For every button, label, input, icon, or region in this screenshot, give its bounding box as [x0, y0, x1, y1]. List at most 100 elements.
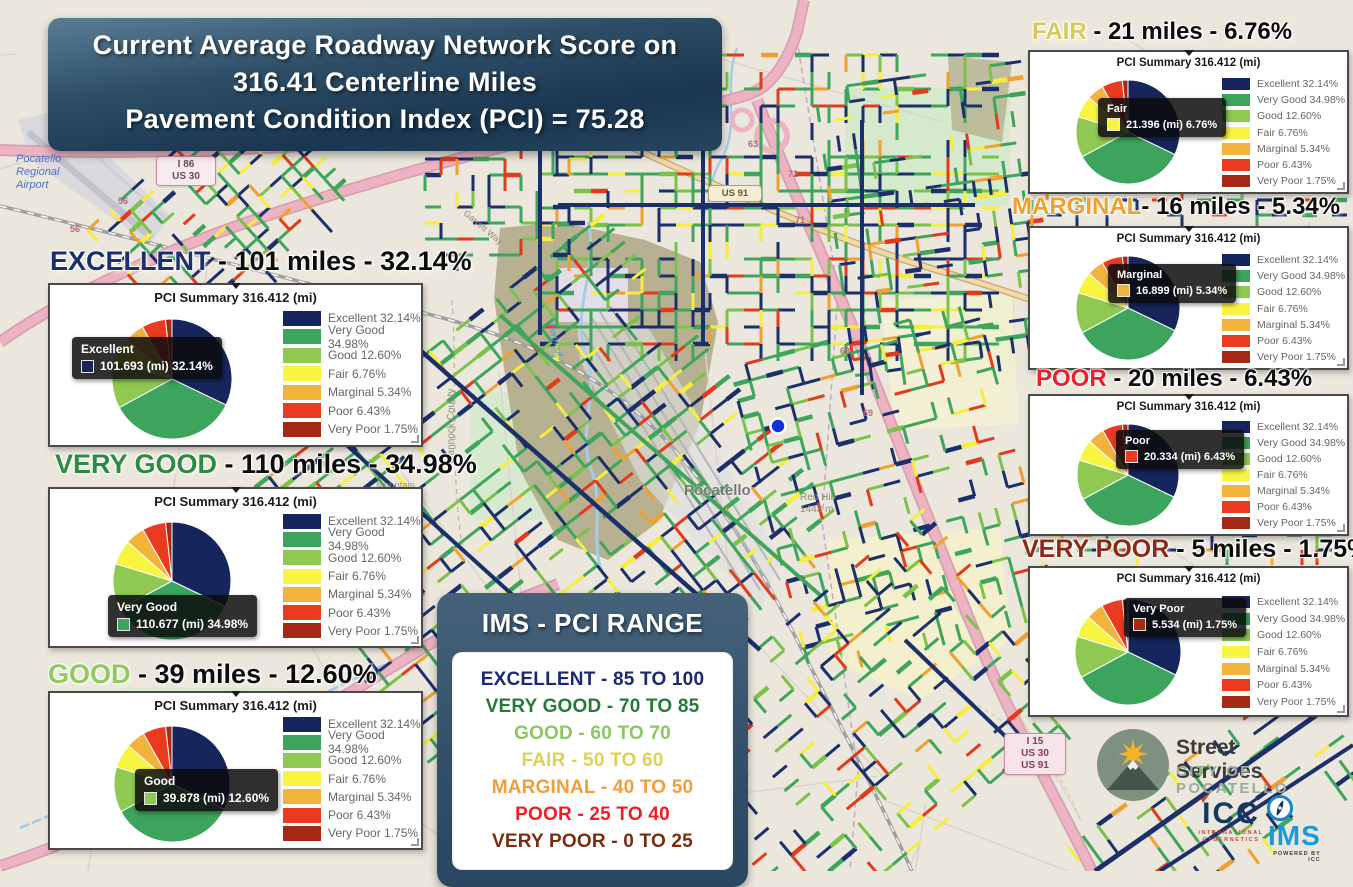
popup-caret-icon [230, 487, 241, 493]
legend-item: Fair 6.76% [1222, 301, 1345, 317]
legend-item: Fair 6.76% [1222, 644, 1345, 661]
legend-item: Good 12.60% [283, 751, 421, 769]
popup-caret-icon [1183, 50, 1194, 56]
pie-legend: Excellent 32.14% Very Good 34.98% Good 12.… [1222, 419, 1345, 531]
legend-item: Poor 6.43% [283, 806, 421, 824]
route-shield-us91: US 91 [708, 185, 762, 203]
poor-header-stats: - 20 miles - 6.43% [1106, 365, 1313, 392]
resize-handle-icon[interactable] [1337, 358, 1345, 366]
fair-tooltip: Fair 21.396 (mi) 6.76% [1098, 98, 1227, 137]
legend-swatch [1222, 662, 1250, 675]
legend-swatch [283, 623, 321, 639]
brand-city: CITY OF POCATELLO [1176, 763, 1289, 797]
legend-label: Marginal 5.34% [1257, 142, 1330, 155]
legend-label: Marginal 5.34% [1257, 318, 1330, 331]
legend-item: Marginal 5.34% [283, 383, 421, 402]
location-marker [769, 417, 787, 435]
legend-label: Marginal 5.34% [1257, 662, 1330, 675]
exit-number: 63 [748, 139, 759, 149]
very-poor-header: VERY POOR - 5 miles - 1.75% [1022, 535, 1353, 564]
legend-label: Good 12.60% [1257, 110, 1322, 123]
legend-item: Very Poor 1.75% [283, 622, 421, 640]
resize-handle-icon[interactable] [411, 435, 419, 443]
legend-label: Excellent 32.14% [1257, 78, 1339, 91]
legend-item: Very Poor 1.75% [283, 420, 421, 439]
legend-label: Good 12.60% [1257, 453, 1322, 465]
legend-label: Good 12.60% [1257, 629, 1322, 642]
legend-item: Fair 6.76% [1222, 125, 1345, 141]
ims-subline: POWERED BY ICC [1273, 851, 1321, 863]
legend-item: Poor 6.43% [1222, 677, 1345, 694]
legend-swatch [283, 807, 321, 823]
tooltip-swatch [1117, 284, 1130, 297]
compass-icon [1267, 795, 1293, 821]
legend-label: Marginal 5.34% [328, 789, 412, 804]
legend-label: Excellent 32.14% [1257, 421, 1339, 433]
resize-handle-icon[interactable] [411, 838, 419, 846]
popup-caret-icon [1183, 394, 1194, 400]
legend-label: Poor 6.43% [328, 403, 391, 418]
legend-item: Excellent 32.14% [283, 309, 421, 328]
legend-label: Very Poor 1.75% [328, 422, 419, 437]
brand-name: Street Services [1176, 736, 1263, 783]
legend-swatch [1222, 485, 1250, 497]
legend-label: Very Good 34.98% [1257, 612, 1346, 625]
pie-card-title: PCI Summary 316.412 (mi) [1116, 57, 1261, 69]
exit-number: 72 [788, 169, 799, 179]
legend-swatch [1222, 335, 1250, 348]
pie-legend: Excellent 32.14% Very Good 34.98% Good 12.… [1222, 252, 1345, 365]
pie-legend: Excellent 32.14% Very Good 34.98% Good 12.… [283, 309, 421, 439]
legend-swatch [283, 771, 321, 787]
resize-handle-icon[interactable] [1337, 524, 1345, 532]
pci-range-row: GOOD - 60 TO 70 [514, 723, 671, 744]
good-header-label: GOOD [48, 659, 131, 689]
legend-item: Excellent 32.14% [283, 715, 421, 733]
legend-swatch [1222, 110, 1250, 123]
poor-pie-card: PCI Summary 316.412 (mi) Excellent 32.14%… [1028, 394, 1349, 536]
tooltip-title: Marginal [1117, 269, 1163, 281]
legend-swatch [283, 513, 321, 529]
route-shield-i86: I 86 US 30 [156, 156, 216, 186]
resize-handle-icon[interactable] [1337, 705, 1345, 713]
legend-item: Very Poor 1.75% [1222, 515, 1345, 531]
fair-header-label: FAIR [1032, 18, 1087, 45]
resize-handle-icon[interactable] [1337, 182, 1345, 190]
legend-swatch [283, 716, 321, 732]
popup-caret-icon [1183, 566, 1194, 572]
pci-range-box: IMS - PCI RANGE EXCELLENT - 85 TO 100 VER… [437, 593, 748, 887]
legend-swatch [283, 752, 321, 768]
pci-range-row: VERY POOR - 0 TO 25 [492, 831, 693, 852]
legend-item: Excellent 32.14% [283, 512, 421, 530]
pie-card-title: PCI Summary 316.412 (mi) [1116, 401, 1261, 413]
legend-item: Good 12.60% [283, 549, 421, 567]
legend-swatch [1222, 94, 1250, 107]
legend-swatch [283, 825, 321, 841]
exit-number: 56 [70, 224, 81, 234]
legend-label: Very Good 34.98% [1257, 437, 1346, 449]
legend-label: Good 12.60% [328, 753, 402, 768]
fair-pie-card: PCI Summary 316.412 (mi) Excellent 32.14%… [1028, 50, 1349, 194]
legend-swatch [1222, 78, 1250, 91]
legend-label: Very Good 34.98% [328, 525, 385, 554]
legend-label: Excellent 32.14% [1257, 254, 1339, 267]
marginal-header-label: MARGINAL [1012, 193, 1142, 220]
legend-label: Good 12.60% [328, 348, 402, 363]
tooltip-swatch [1125, 450, 1138, 463]
excellent-tooltip: Excellent 101.693 (mi) 32.14% [72, 337, 222, 379]
street-services-logo-icon [1097, 729, 1169, 801]
banner-line-1: Current Average Roadway Network Score on [92, 30, 678, 60]
excellent-header: EXCELLENT - 101 miles - 32.14% [50, 246, 472, 277]
very-poor-header-label: VERY POOR [1022, 535, 1170, 563]
very-good-tooltip: Very Good 110.677 (mi) 34.98% [108, 595, 258, 637]
legend-label: Excellent 32.14% [328, 514, 421, 529]
fair-header-stats: - 21 miles - 6.76% [1086, 18, 1293, 45]
legend-label: Excellent 32.14% [1257, 596, 1339, 609]
pie-card-title: PCI Summary 316.412 (mi) [154, 698, 317, 713]
good-pie-card: PCI Summary 316.412 (mi) Excellent 32.14%… [48, 691, 423, 850]
exit-number: 69 [840, 346, 851, 356]
pie-legend: Excellent 32.14% Very Good 34.98% Good 12.… [1222, 76, 1345, 189]
tooltip-title: Good [144, 774, 176, 788]
very-poor-pie-card: PCI Summary 316.412 (mi) Excellent 32.14%… [1028, 566, 1349, 717]
resize-handle-icon[interactable] [411, 636, 419, 644]
legend-label: Poor 6.43% [328, 605, 391, 620]
